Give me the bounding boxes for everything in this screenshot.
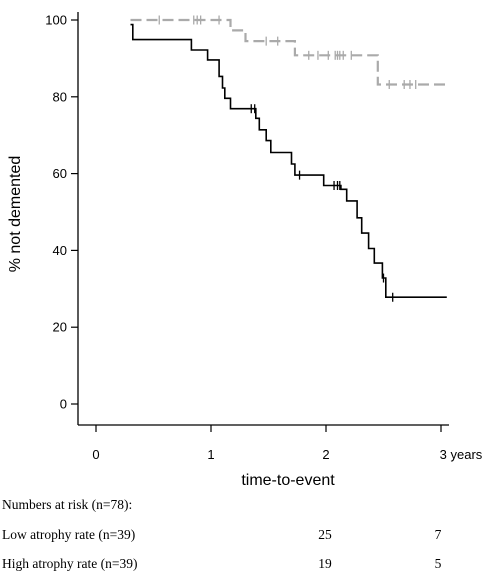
series-layer [130,15,447,302]
kaplan-meier-chart: 0 20 40 60 80 100 0 1 2 3 years % not demented ti… [7,12,483,489]
y-tick-label: 100 [45,13,67,28]
series-line-low-atrophy [130,18,447,86]
x-tick-label: 2 [322,447,329,462]
risk-value-3y: 5 [434,556,442,571]
y-tick-label: 0 [60,397,67,412]
y-tick-label: 40 [53,243,67,258]
risk-row-label: Low atrophy rate (n=39) [2,527,136,542]
y-tick-label: 60 [53,166,67,181]
risk-table-title-row: Numbers at risk (n=78): [0,497,490,515]
series-line-high-atrophy [130,23,447,298]
risk-value-2y: 25 [318,527,332,542]
x-tick-label: 1 [207,447,214,462]
chart-axes: 0 20 40 60 80 100 0 1 2 3 years [45,12,483,462]
x-tick-label: 0 [92,447,99,462]
risk-table-title: Numbers at risk (n=78): [2,497,133,512]
risk-row-label: High atrophy rate (n=39) [2,556,138,571]
risk-row-low: Low atrophy rate (n=39) 25 7 [0,527,490,545]
risk-value-2y: 19 [318,556,332,571]
y-axis-label: % not demented [7,156,24,273]
y-tick-label: 80 [53,89,67,104]
risk-row-high: High atrophy rate (n=39) 19 5 [0,556,490,574]
risk-value-3y: 7 [434,527,442,542]
y-tick-label: 20 [53,320,67,335]
x-axis-label: time-to-event [241,472,335,489]
x-tick-label: 3 years [440,447,483,462]
